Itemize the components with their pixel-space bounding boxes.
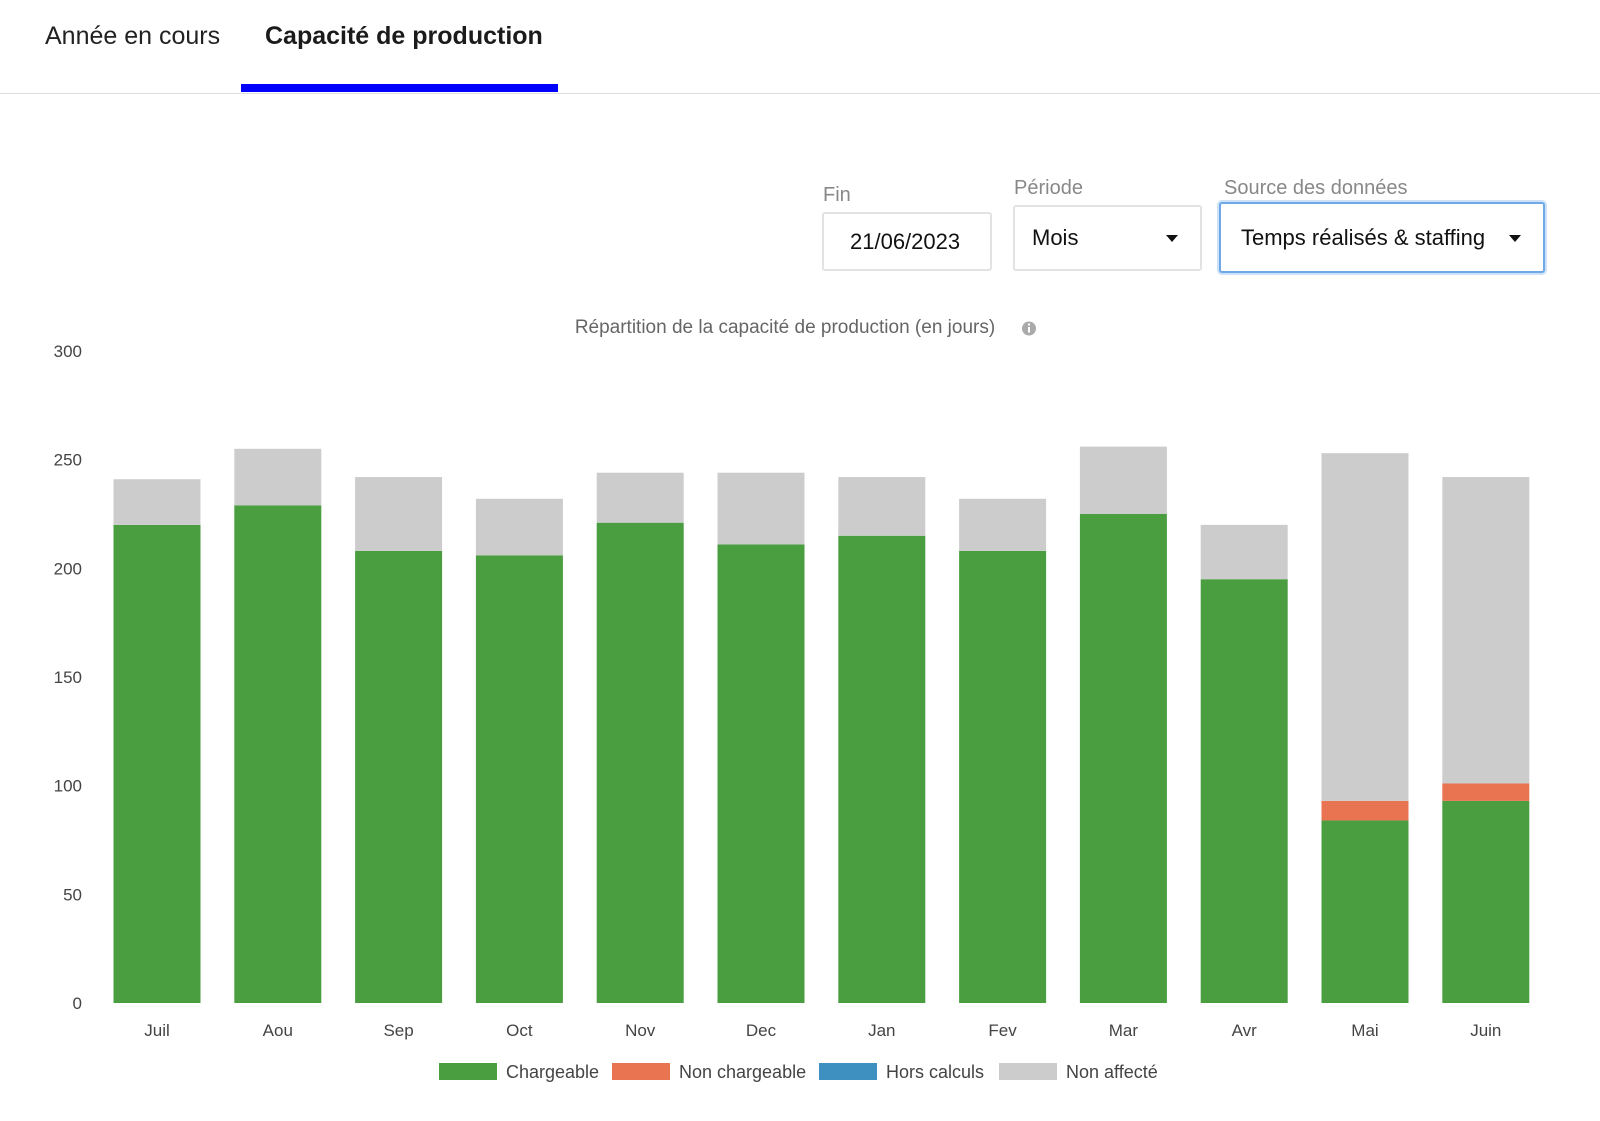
bar-segment-non-affecté[interactable] (959, 498, 1047, 551)
bar-segment-chargeable[interactable] (838, 535, 926, 1003)
x-tick-label: Aou (263, 1021, 293, 1040)
periode-value: Mois (1032, 225, 1079, 250)
bar-segment-non-affecté[interactable] (1442, 477, 1530, 784)
legend-label[interactable]: Non chargeable (679, 1062, 806, 1082)
tab-bar: Année en cours Capacité de production (0, 0, 1600, 94)
fin-label: Fin (823, 184, 851, 206)
x-axis: Juil Aou Sep Oct Nov Dec Jan Fev Mar Avr Mai Juin (144, 1021, 1501, 1040)
chevron-down-icon (1509, 234, 1521, 242)
legend-label[interactable]: Chargeable (506, 1062, 599, 1082)
source-value: Temps réalisés & staffing (1241, 224, 1486, 250)
y-tick-label: 0 (73, 994, 82, 1013)
bar-segment-chargeable[interactable] (959, 550, 1047, 1003)
x-tick-label: Mar (1109, 1021, 1139, 1040)
bar-segment-non-affecté[interactable] (113, 479, 201, 525)
info-icon[interactable] (1022, 321, 1036, 336)
legend-label[interactable]: Hors calculs (886, 1062, 984, 1082)
bar-segment-chargeable[interactable] (355, 550, 443, 1003)
bars (113, 446, 1530, 1003)
bar-segment-non-affecté[interactable] (1079, 446, 1167, 514)
capacity-chart: Répartition de la capacité de production… (54, 317, 1530, 1082)
x-tick-label: Oct (506, 1021, 533, 1040)
legend-label[interactable]: Non affecté (1066, 1062, 1158, 1082)
x-tick-label: Juin (1470, 1021, 1501, 1040)
chart-title: Répartition de la capacité de production… (575, 317, 995, 338)
bar-segment-non-affecté[interactable] (1200, 524, 1288, 580)
periode-select[interactable]: Mois (1013, 205, 1202, 271)
x-tick-label: Dec (746, 1021, 777, 1040)
x-tick-label: Fev (988, 1021, 1017, 1040)
periode-label: Période (1014, 177, 1083, 199)
bar-segment-chargeable[interactable] (1200, 579, 1288, 1003)
bar-segment-non-affecté[interactable] (1321, 453, 1409, 801)
y-tick-label: 200 (54, 559, 82, 578)
y-tick-label: 150 (54, 668, 82, 687)
y-axis: 0 50 100 150 200 250 300 (54, 342, 82, 1013)
y-tick-label: 50 (63, 885, 82, 904)
source-select[interactable]: Temps réalisés & staffing (1219, 202, 1545, 273)
bar-segment-chargeable[interactable] (1442, 800, 1530, 1003)
x-tick-label: Mai (1351, 1021, 1378, 1040)
active-tab-indicator (241, 84, 558, 92)
y-tick-label: 300 (54, 342, 82, 361)
bar-segment-chargeable[interactable] (1321, 820, 1409, 1003)
bar-segment-chargeable[interactable] (475, 555, 563, 1003)
bar-segment-non-affecté[interactable] (355, 477, 443, 551)
bar-segment-non-affecté[interactable] (717, 472, 805, 545)
legend-swatch[interactable] (999, 1063, 1057, 1080)
legend-swatch[interactable] (612, 1063, 670, 1080)
legend-swatch[interactable] (819, 1063, 877, 1080)
bar-segment-non-affecté[interactable] (475, 498, 563, 556)
chevron-down-icon (1166, 235, 1178, 242)
source-label: Source des données (1224, 177, 1408, 199)
bar-segment-chargeable[interactable] (596, 522, 684, 1003)
fin-date-value: 21/06/2023 (850, 228, 961, 254)
bar-segment-chargeable[interactable] (234, 505, 322, 1003)
tab-capacite-de-production[interactable]: Capacité de production (265, 22, 543, 50)
bar-segment-non-chargeable[interactable] (1321, 800, 1409, 821)
bar-segment-non-affecté[interactable] (838, 477, 926, 536)
bar-segment-chargeable[interactable] (113, 524, 201, 1003)
bar-segment-non-chargeable[interactable] (1442, 783, 1530, 801)
x-tick-label: Juil (144, 1021, 170, 1040)
bar-segment-non-affecté[interactable] (234, 448, 322, 506)
y-tick-label: 100 (54, 777, 82, 796)
bar-segment-non-affecté[interactable] (596, 472, 684, 523)
x-tick-label: Sep (383, 1021, 413, 1040)
x-tick-label: Avr (1232, 1021, 1258, 1040)
x-tick-label: Jan (868, 1021, 895, 1040)
fin-date-input[interactable]: 21/06/2023 (822, 212, 992, 271)
legend: Chargeable Non chargeable Hors calculs Non … (439, 1062, 1158, 1082)
bar-segment-chargeable[interactable] (1079, 514, 1167, 1003)
x-tick-label: Nov (625, 1021, 656, 1040)
bar-segment-chargeable[interactable] (717, 544, 805, 1003)
y-tick-label: 250 (54, 451, 82, 470)
tab-annee-en-cours[interactable]: Année en cours (45, 22, 221, 50)
legend-swatch[interactable] (439, 1063, 497, 1080)
